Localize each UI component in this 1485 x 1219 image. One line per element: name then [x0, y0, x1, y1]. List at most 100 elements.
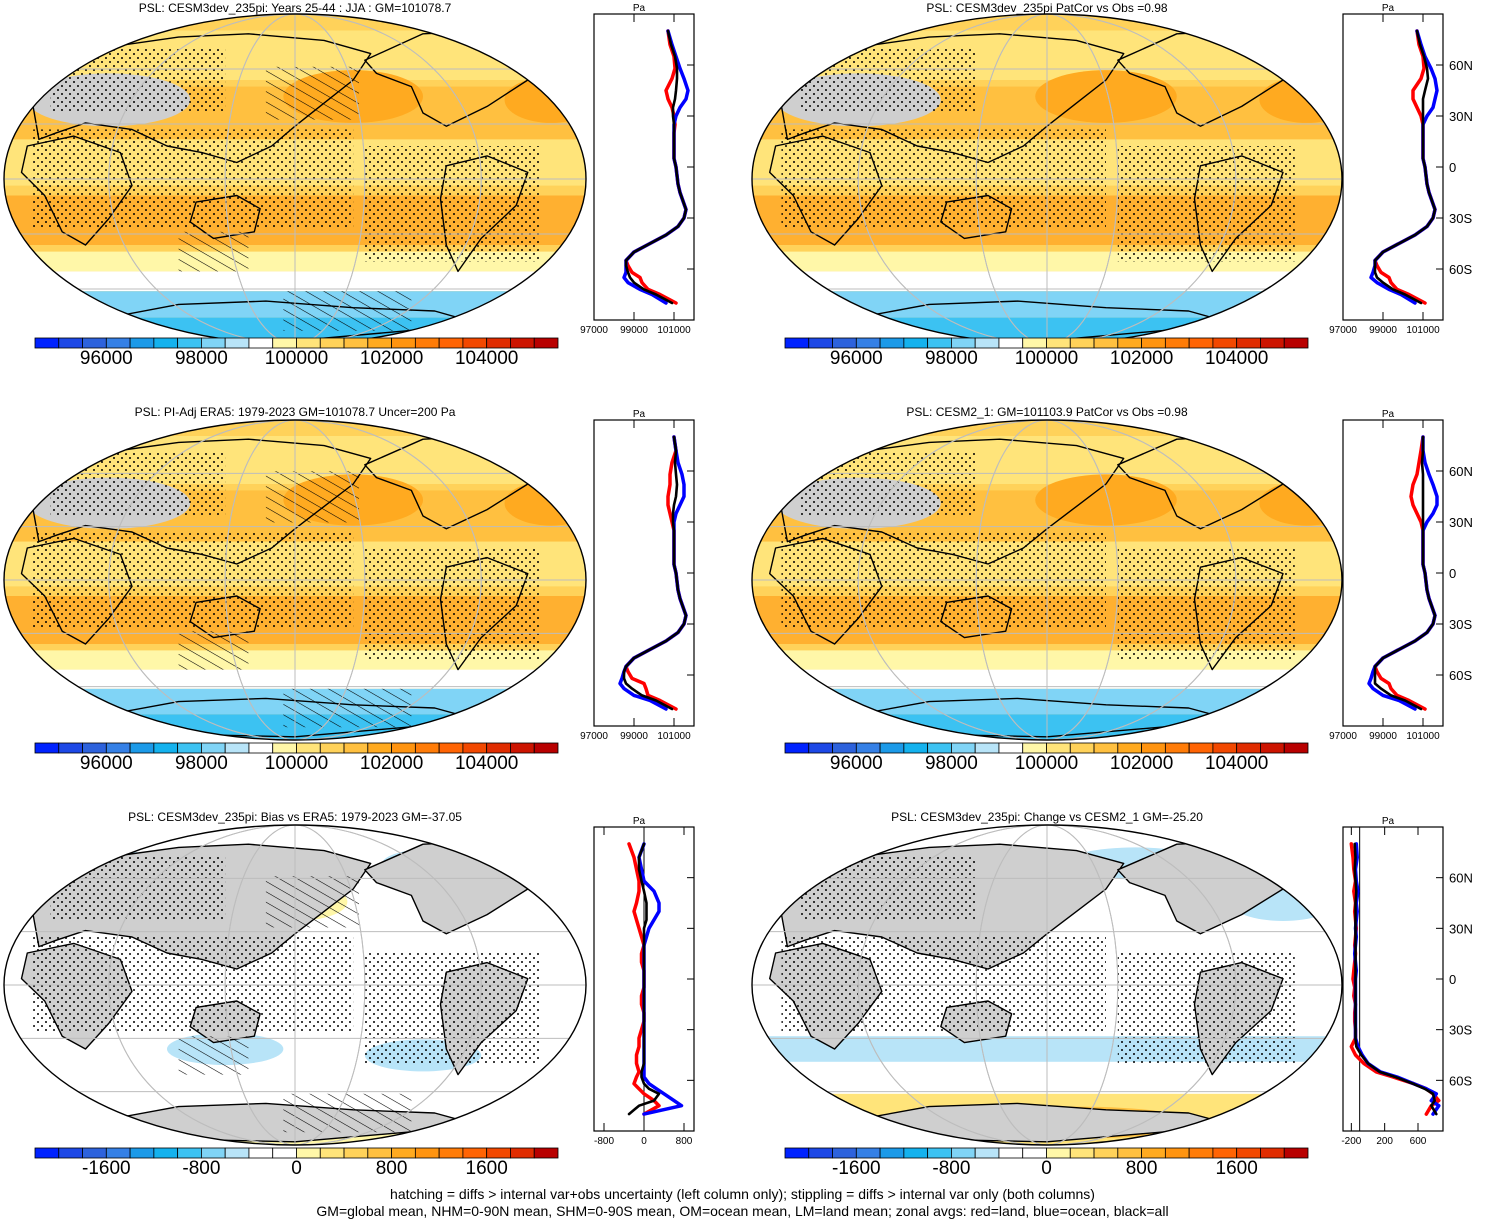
- panel-title: PSL: CESM3dev_235pi: Years 25-44 : JJA :…: [139, 1, 452, 15]
- zonal-line-all: [1353, 842, 1438, 1116]
- colorbar-box: [808, 337, 833, 349]
- zonal-line-all: [622, 435, 688, 711]
- graticule: [752, 825, 1342, 1145]
- map-field: [752, 420, 1342, 740]
- colorbar-box: [486, 337, 511, 349]
- colorbar: 96000 98000 100000 102000 104000: [784, 337, 1309, 369]
- map-field: [4, 14, 586, 344]
- colorbar-box: [1236, 1147, 1261, 1159]
- zonal-x-tick-label: 200: [1376, 1136, 1393, 1147]
- zonal-frame: [1342, 826, 1444, 1132]
- graticule: [752, 14, 1342, 344]
- field-high-north-pacific: [1035, 474, 1177, 526]
- colorbar-box: [951, 742, 976, 754]
- panel-3: PSL: PI-Adj ERA5: 1979-2023 GM=101078.7 …: [3, 405, 695, 742]
- zonal-x-tick-label: 99000: [1369, 325, 1397, 336]
- colorbar-box: [1188, 1147, 1214, 1159]
- colorbar-box: [951, 1147, 976, 1159]
- colorbar-box: [998, 742, 1024, 754]
- zonal-x-tick-label: -800: [594, 1136, 614, 1147]
- map-border: [751, 419, 1343, 741]
- colorbar-box: [177, 1147, 202, 1159]
- colorbar-box: [1117, 742, 1142, 754]
- colorbar: 96000 98000 100000 102000 104000: [34, 742, 559, 774]
- stippling-north: [50, 857, 226, 921]
- colorbar-label: 98000: [925, 348, 978, 369]
- colorbar-box: [927, 337, 952, 349]
- colorbar-label: 98000: [175, 348, 228, 369]
- colorbar-box: [927, 1147, 952, 1159]
- colorbar-box: [1046, 1147, 1071, 1159]
- colorbar: -1600 -800 0 800 1600: [784, 1147, 1309, 1179]
- colorbar: -1600 -800 0 800 1600: [34, 1147, 559, 1179]
- colorbar-box: [1069, 1147, 1095, 1159]
- zonal-x-tick-label: 800: [676, 1136, 693, 1147]
- zonal-lat-label: 30N: [1449, 515, 1473, 530]
- colorbar-box: [998, 337, 1024, 349]
- zonal-unit-label: Pa: [633, 3, 646, 14]
- stippling-north: [799, 47, 977, 113]
- colorbar-box: [1212, 1147, 1238, 1159]
- graticule-meridian: [857, 14, 1237, 344]
- colorbar-box: [998, 1147, 1024, 1159]
- colorbar-box: [1022, 742, 1047, 754]
- colorbar-box: [1093, 1147, 1119, 1159]
- hatching-southern-ocean: [283, 688, 412, 728]
- colorbar-box: [82, 1147, 107, 1159]
- zonal-x-tick-label: 99000: [1369, 731, 1397, 742]
- footer-note-legend: GM=global mean, NHM=0-90N mean, SHM=0-90…: [316, 1203, 1169, 1219]
- zonal-lat-label: 60N: [1449, 464, 1473, 479]
- colorbar-label: 1600: [1216, 1158, 1258, 1179]
- colorbar-box: [903, 742, 929, 754]
- colorbar-box: [903, 337, 929, 349]
- hatching-southern-ocean: [283, 1093, 412, 1133]
- colorbar-box: [248, 337, 274, 349]
- colorbar-box: [438, 742, 464, 754]
- colorbar-box: [927, 742, 952, 754]
- colorbar-label: 98000: [925, 753, 978, 774]
- colorbar-box: [974, 1147, 1000, 1159]
- colorbar-box: [832, 337, 857, 349]
- colorbar-label: 96000: [830, 753, 883, 774]
- colorbar-box: [105, 1147, 131, 1159]
- panel-4: PSL: CESM2_1: GM=101103.9 PatCor vs Obs …: [751, 405, 1473, 742]
- graticule-meridian: [975, 420, 1119, 740]
- colorbar-box: [153, 337, 179, 349]
- colorbar-box: [855, 742, 881, 754]
- panel-title: PSL: CESM3dev_235pi PatCor vs Obs =0.98: [926, 1, 1167, 15]
- stippling-east: [1117, 953, 1295, 1065]
- colorbar-box: [879, 337, 905, 349]
- colorbar-box: [1022, 1147, 1047, 1159]
- stippling-north: [50, 452, 226, 516]
- graticule: [752, 420, 1342, 740]
- map-border: [3, 419, 587, 741]
- colorbar-box: [784, 1147, 810, 1159]
- stippling-east: [1117, 548, 1295, 660]
- hatching-north-pacific: [265, 66, 360, 120]
- zonal-x-tick-label: -200: [1341, 1136, 1361, 1147]
- colorbar-box: [224, 337, 250, 349]
- colorbar-box: [1141, 337, 1166, 349]
- colorbar-box: [58, 337, 83, 349]
- colorbar-box: [1117, 337, 1142, 349]
- colorbar-box: [319, 742, 345, 754]
- colorbar-box: [533, 742, 559, 754]
- hatching-australia: [178, 1036, 249, 1075]
- colorbar-box: [486, 1147, 511, 1159]
- colorbar-box: [855, 1147, 881, 1159]
- graticule-meridian: [224, 825, 366, 1145]
- zonal-x-tick-label: 101000: [1406, 325, 1440, 336]
- colorbar-box: [974, 742, 1000, 754]
- colorbar-box: [510, 337, 535, 349]
- colorbar: 96000 98000 100000 102000 104000: [784, 742, 1309, 774]
- colorbar-box: [34, 1147, 60, 1159]
- hatching-australia: [178, 631, 249, 670]
- graticule: [4, 14, 586, 344]
- zonal-line-land: [627, 842, 661, 1116]
- colorbar-box: [201, 1147, 226, 1159]
- colorbar-box: [248, 742, 274, 754]
- colorbar-label: 96000: [830, 348, 883, 369]
- zonal-x-tick-label: 101000: [657, 325, 691, 336]
- colorbar-box: [879, 1147, 905, 1159]
- zonal-x-tick-label: 97000: [1329, 325, 1357, 336]
